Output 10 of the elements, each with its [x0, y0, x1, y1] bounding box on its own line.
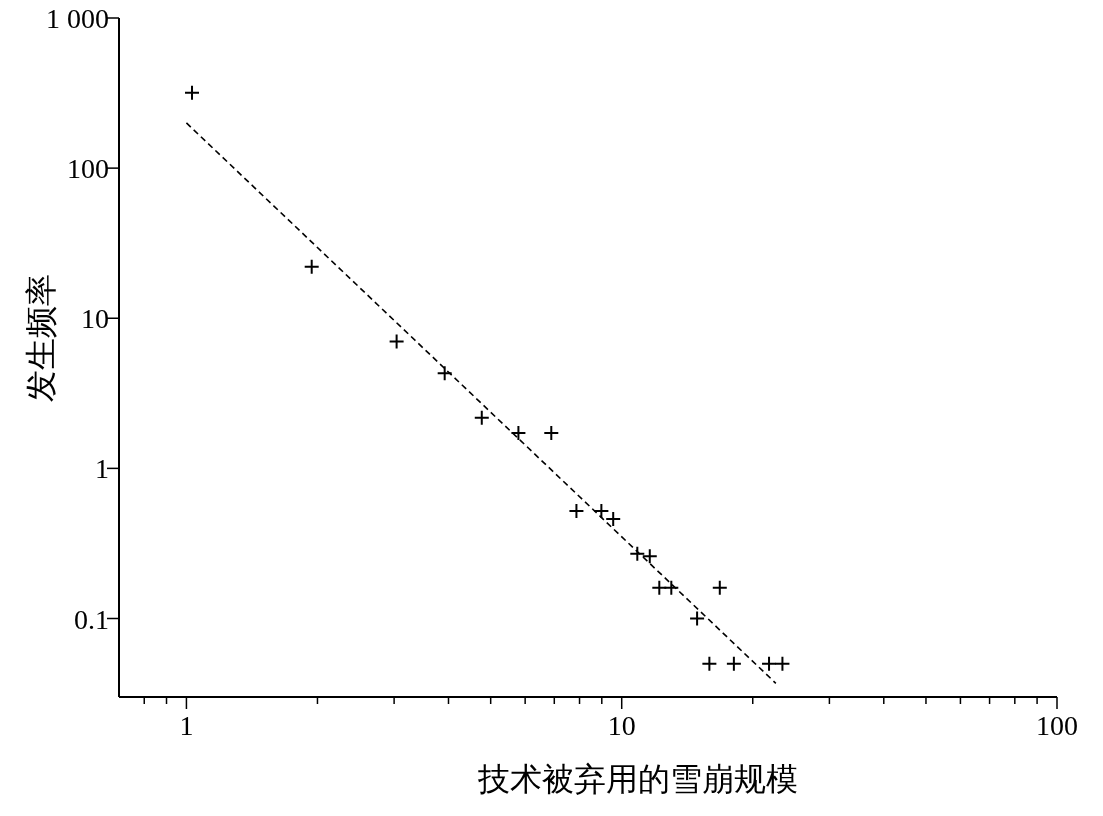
x-tick-label: 10	[607, 710, 636, 741]
x-tick-label: 100	[1036, 710, 1078, 741]
y-tick-label: 0.1	[74, 603, 109, 635]
y-tick-label: 10	[81, 303, 109, 335]
y-axis-title: 发生频率	[23, 273, 59, 402]
y-tick-label: 100	[67, 153, 109, 185]
y-tick-label: 1 000	[46, 3, 109, 34]
x-axis-title: 技术被弃用的雪崩规模	[477, 761, 798, 797]
x-tick-label: 1	[179, 710, 194, 741]
y-tick-label: 1	[95, 453, 109, 485]
